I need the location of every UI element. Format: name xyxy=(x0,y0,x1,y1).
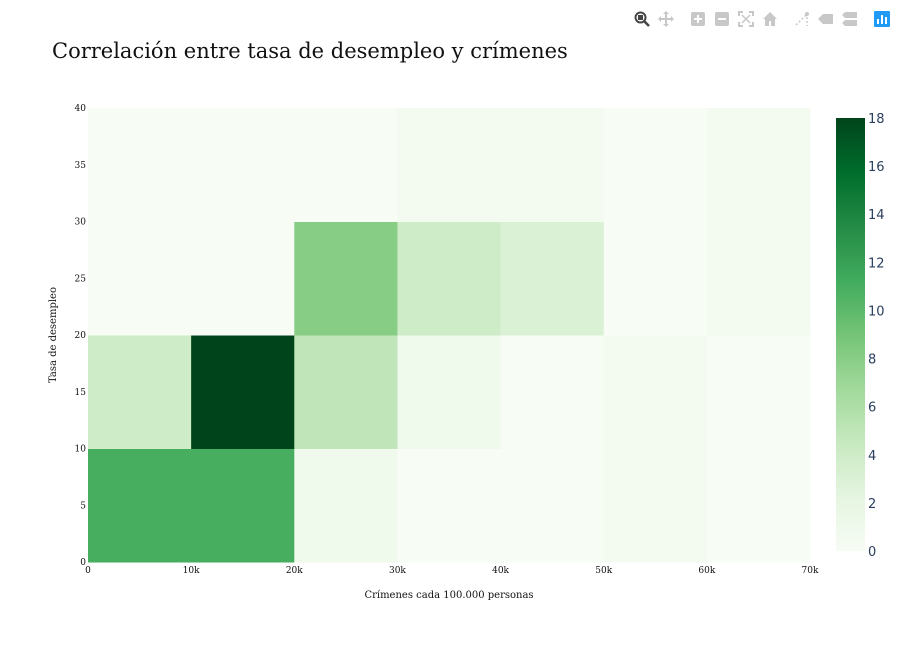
colorbar-ticks: 0 2 4 6 8 10 12 14 16 18 xyxy=(868,112,885,560)
heatmap-cell[interactable] xyxy=(706,221,811,336)
y-axis-label: Tasa de desempleo xyxy=(48,287,59,383)
y-tick-label: 30 xyxy=(75,218,87,228)
y-tick-label: 20 xyxy=(75,331,87,341)
y-tick-label: 40 xyxy=(75,104,87,114)
heatmap-cell[interactable] xyxy=(397,335,502,449)
heatmap-cell[interactable] xyxy=(500,221,605,336)
y-tick-label: 15 xyxy=(75,388,87,398)
heatmap-cell[interactable] xyxy=(500,335,605,449)
heatmap-cell[interactable] xyxy=(706,448,811,563)
heatmap-cell[interactable] xyxy=(88,221,192,336)
heatmap-cell[interactable] xyxy=(500,108,605,222)
heatmap-cell[interactable] xyxy=(603,335,708,449)
y-tick-label: 25 xyxy=(75,274,87,284)
colorbar-tick-label: 18 xyxy=(868,112,885,127)
heatmap-cell[interactable] xyxy=(706,335,811,449)
x-tick-label: 40k xyxy=(492,566,509,576)
pan-icon[interactable] xyxy=(657,10,675,28)
x-tick-label: 60k xyxy=(698,566,715,576)
heatmap-cell[interactable] xyxy=(191,221,295,336)
x-tick-label: 50k xyxy=(595,566,612,576)
heatmap-cell[interactable] xyxy=(191,335,295,449)
colorbar-tick-label: 12 xyxy=(868,256,885,271)
heatmap-cell[interactable] xyxy=(603,108,708,222)
heatmap-cell[interactable] xyxy=(294,448,398,563)
y-axis-ticks: 0 5 10 15 20 25 30 35 40 xyxy=(75,104,87,568)
heatmap-cell[interactable] xyxy=(88,448,192,563)
heatmap-cell[interactable] xyxy=(603,221,708,336)
colorbar-tick-label: 2 xyxy=(868,497,876,512)
x-tick-label: 20k xyxy=(286,566,303,576)
hover-compare-icon[interactable] xyxy=(841,10,859,28)
zoom-in-icon[interactable] xyxy=(689,10,707,28)
heatmap-cell[interactable] xyxy=(397,221,502,336)
x-tick-label: 10k xyxy=(183,566,200,576)
heatmap-cell[interactable] xyxy=(294,221,398,336)
x-tick-label: 70k xyxy=(802,566,819,576)
heatmap-cell[interactable] xyxy=(397,448,502,563)
heatmap-cell[interactable] xyxy=(500,448,605,563)
heatmap-cell[interactable] xyxy=(294,335,398,449)
colorbar-tick-label: 6 xyxy=(868,401,876,416)
heatmap-cell[interactable] xyxy=(397,108,502,222)
y-tick-label: 10 xyxy=(75,445,87,455)
home-icon[interactable] xyxy=(761,10,779,28)
colorbar-tick-label: 10 xyxy=(868,304,885,319)
spike-lines-icon[interactable] xyxy=(793,10,811,28)
colorbar xyxy=(836,118,865,551)
x-tick-label: 0 xyxy=(85,566,91,576)
x-tick-label: 30k xyxy=(389,566,406,576)
chart-title: Correlación entre tasa de desempleo y cr… xyxy=(52,39,568,63)
x-axis-ticks: 0 10k 20k 30k 40k 50k 60k 70k xyxy=(85,566,819,576)
plotly-logo-icon[interactable] xyxy=(873,10,891,28)
modebar xyxy=(633,10,891,28)
colorbar-tick-label: 16 xyxy=(868,160,885,175)
y-tick-label: 0 xyxy=(80,558,86,568)
heatmap-cell[interactable] xyxy=(294,108,398,222)
heatmap-cell[interactable] xyxy=(706,108,811,222)
colorbar-tick-label: 0 xyxy=(868,545,876,560)
heatmap-cell[interactable] xyxy=(88,108,192,222)
colorbar-tick-label: 4 xyxy=(868,449,876,464)
y-tick-label: 35 xyxy=(75,161,87,171)
y-tick-label: 5 xyxy=(80,501,86,511)
colorbar-tick-label: 14 xyxy=(868,208,885,223)
heatmap-cell[interactable] xyxy=(88,335,192,449)
heatmap-cell[interactable] xyxy=(191,108,295,222)
heatmap-cell[interactable] xyxy=(603,448,708,563)
heatmap-cell[interactable] xyxy=(191,448,295,563)
heatmap-cells xyxy=(88,108,811,563)
hover-closest-icon[interactable] xyxy=(817,10,835,28)
colorbar-tick-label: 8 xyxy=(868,353,876,368)
zoom-icon[interactable] xyxy=(633,10,651,28)
zoom-out-icon[interactable] xyxy=(713,10,731,28)
x-axis-label: Crímenes cada 100.000 personas xyxy=(364,590,533,601)
autoscale-icon[interactable] xyxy=(737,10,755,28)
